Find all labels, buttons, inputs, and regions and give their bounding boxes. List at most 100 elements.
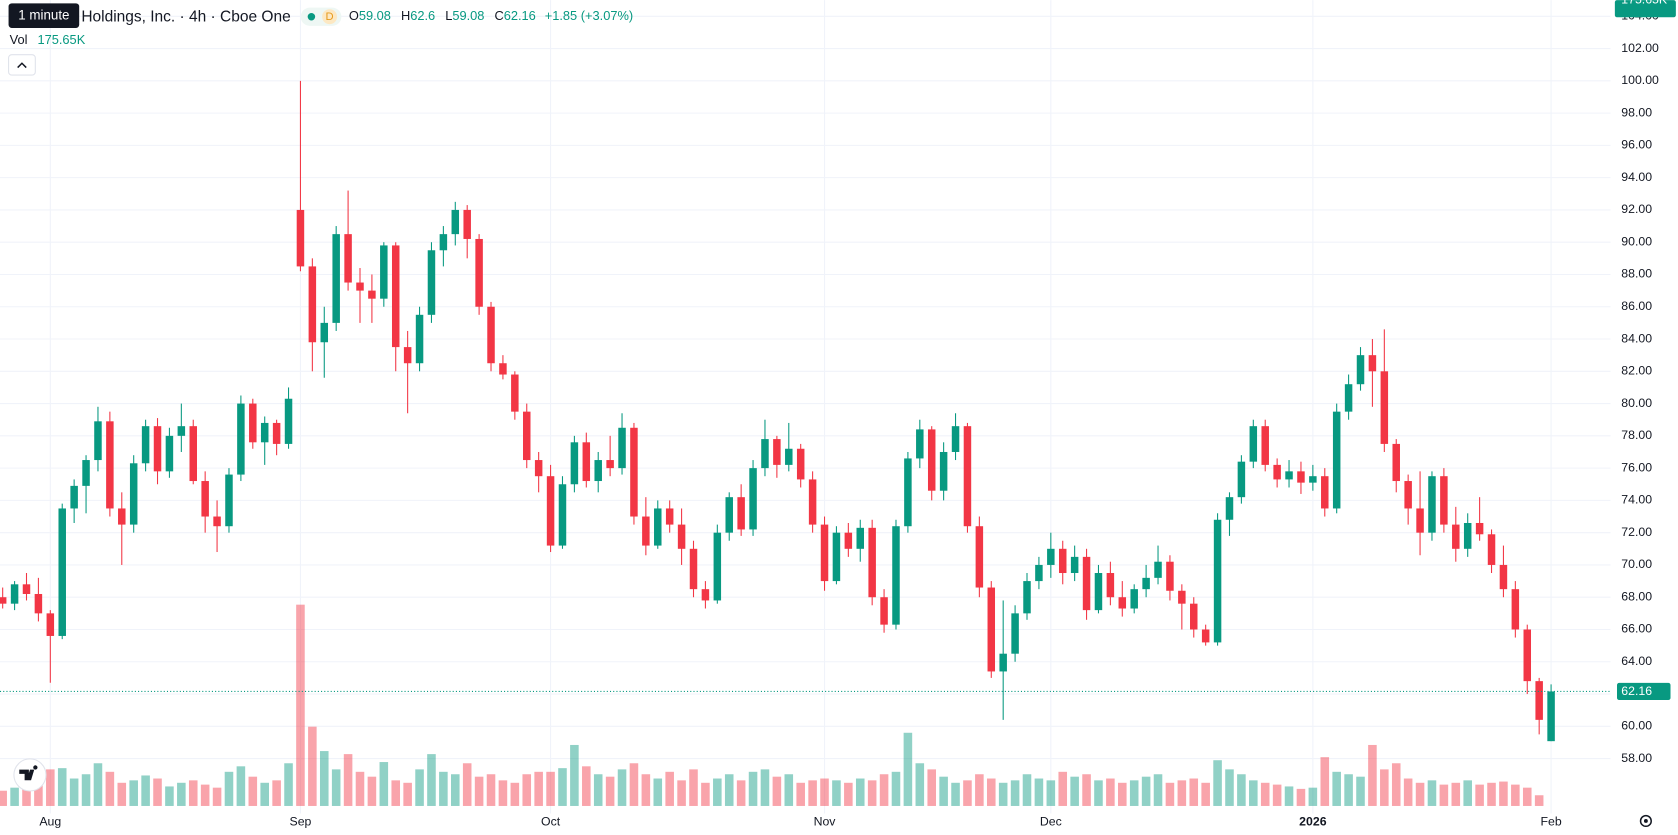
candle-body <box>916 429 924 459</box>
candle-body <box>10 584 19 604</box>
volume-bar <box>1296 788 1306 806</box>
y-tick-label: 98.00 <box>1621 105 1652 119</box>
volume-bar <box>784 774 794 806</box>
candle-body <box>1154 561 1162 578</box>
candle-body <box>999 653 1007 672</box>
y-tick-label: 88.00 <box>1621 267 1652 281</box>
candle-body <box>1237 461 1246 498</box>
volume-bar <box>415 769 424 806</box>
candle-body <box>380 245 388 299</box>
volume-bar <box>1308 787 1318 806</box>
settings-icon[interactable] <box>1639 814 1652 828</box>
volume-bar <box>1439 784 1449 806</box>
candle-body <box>1428 476 1436 533</box>
ohlc-legend: O59.08 H62.6 L59.08 C62.16 +1.85 (+3.07%… <box>349 9 633 24</box>
volume-bar <box>1499 781 1508 806</box>
candle-body <box>1142 577 1150 590</box>
volume-bar <box>1534 795 1544 806</box>
y-tick-label: 68.00 <box>1621 589 1652 603</box>
volume-bar <box>986 778 996 806</box>
candle-body <box>260 422 269 443</box>
candle-body <box>272 422 281 444</box>
y-tick-label: 96.00 <box>1621 138 1652 152</box>
candle-body <box>1035 564 1043 582</box>
candle-body <box>1273 464 1281 480</box>
y-tick-label: 76.00 <box>1621 460 1652 474</box>
volume-bar <box>105 771 115 806</box>
candle-body <box>225 474 233 527</box>
ohlc-value: 59.08 <box>359 9 391 24</box>
candle-body <box>1118 597 1127 609</box>
volume-bar <box>820 778 829 806</box>
volume-bar <box>1082 774 1091 806</box>
ohlc-label: C <box>494 9 503 24</box>
y-tick-label: 84.00 <box>1621 331 1652 345</box>
y-tick-label: 74.00 <box>1621 493 1652 507</box>
change: +1.85 (+3.07%) <box>545 9 633 24</box>
volume-bar <box>593 774 603 806</box>
candle-body <box>880 597 888 625</box>
volume-bar <box>1380 769 1389 806</box>
volume-bar <box>1034 778 1044 806</box>
volume-bar <box>1284 786 1294 806</box>
volume-bar <box>760 769 770 806</box>
candle-body <box>308 266 317 343</box>
volume-bar <box>1475 784 1484 806</box>
symbol-title[interactable]: Holdings, Inc. · 4h · Cboe One <box>81 8 290 25</box>
candle-body <box>963 426 972 527</box>
candle-body <box>22 584 31 594</box>
candle-body <box>951 426 960 452</box>
tooltip: 1 minute <box>18 8 69 23</box>
y-tick-label: 94.00 <box>1621 170 1652 184</box>
collapse-button[interactable] <box>8 54 36 76</box>
x-tick-label: Dec <box>1040 814 1062 828</box>
candle-body <box>761 439 769 469</box>
candle-body <box>1190 603 1198 630</box>
volume-bar <box>1129 780 1139 806</box>
ohlc-value: 59.08 <box>452 9 484 24</box>
volume-bar <box>641 774 651 806</box>
candle-body <box>987 587 996 672</box>
candle-body <box>451 209 460 235</box>
candle-body <box>785 448 793 465</box>
candle-body <box>70 485 78 509</box>
volume-bar <box>308 726 317 806</box>
volume-bar <box>248 776 258 806</box>
y-tick-label: 86.00 <box>1621 299 1652 313</box>
volume-bar <box>141 775 150 806</box>
candle-body <box>654 508 662 546</box>
candle-body <box>677 524 686 549</box>
volume-bar <box>117 782 127 806</box>
last-price-label: 62.16 <box>1621 684 1652 698</box>
candle-body <box>34 593 43 614</box>
volume-bar <box>510 782 520 806</box>
volume-bar <box>653 778 663 806</box>
volume-bar <box>486 774 496 806</box>
candle-body <box>1440 476 1448 525</box>
volume-bar <box>1403 778 1413 806</box>
candle-body <box>1487 534 1496 565</box>
grid <box>0 0 1611 814</box>
badge-circle <box>322 9 338 25</box>
volume-bar <box>1451 782 1461 806</box>
candle-body <box>201 481 209 517</box>
candle-body <box>1309 476 1317 483</box>
badge: D <box>326 11 334 23</box>
candle-body <box>0 597 7 604</box>
volume-bar <box>1177 780 1187 806</box>
ohlc-label: H <box>401 9 410 24</box>
candle-body <box>1475 522 1484 535</box>
volume-bar <box>975 774 984 806</box>
volume-bar <box>1249 780 1258 806</box>
volume-bar <box>391 780 401 806</box>
y-tick-label: 78.00 <box>1621 428 1652 442</box>
candle-body <box>94 421 102 461</box>
candle-body <box>523 411 531 461</box>
volume-bar <box>200 784 210 806</box>
candle-body <box>1047 548 1055 565</box>
candle-body <box>106 421 114 509</box>
candle-body <box>344 234 352 283</box>
candle-body <box>1404 481 1412 509</box>
volume-bar <box>57 768 67 806</box>
